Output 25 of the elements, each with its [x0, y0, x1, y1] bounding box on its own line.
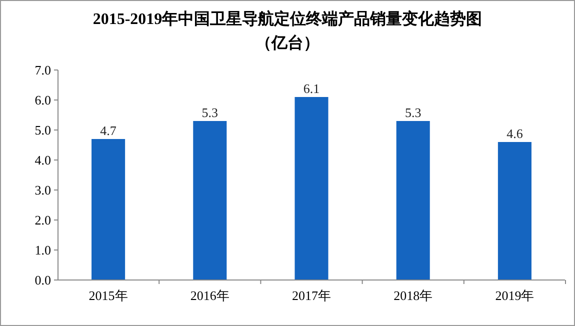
bar: [92, 139, 126, 280]
y-tick-label: 7.0: [34, 62, 51, 78]
x-tick-label: 2017年: [292, 288, 331, 303]
bar: [193, 121, 227, 280]
y-tick-label: 5.0: [34, 122, 51, 138]
bar: [294, 97, 328, 280]
x-tick-label: 2018年: [394, 288, 433, 303]
data-label: 5.3: [202, 105, 218, 120]
y-tick-label: 1.0: [34, 242, 51, 258]
chart-title: 2015-2019年中国卫星导航定位终端产品销量变化趋势图: [92, 10, 482, 28]
data-label: 4.7: [100, 123, 117, 138]
bar: [498, 142, 532, 280]
y-tick-label: 4.0: [34, 152, 51, 168]
x-tick-label: 2016年: [190, 288, 230, 303]
y-tick-label: 6.0: [34, 92, 51, 108]
bar: [396, 121, 430, 280]
y-tick-label: 0.0: [34, 272, 51, 288]
y-tick-label: 3.0: [34, 182, 51, 198]
x-tick-label: 2019年: [495, 288, 534, 303]
chart-subtitle: （亿台）: [256, 34, 320, 52]
data-label: 6.1: [303, 81, 320, 96]
x-tick-label: 2015年: [88, 288, 128, 303]
data-label: 5.3: [404, 105, 422, 120]
y-tick-label: 2.0: [34, 212, 51, 228]
data-label: 4.6: [506, 126, 524, 141]
